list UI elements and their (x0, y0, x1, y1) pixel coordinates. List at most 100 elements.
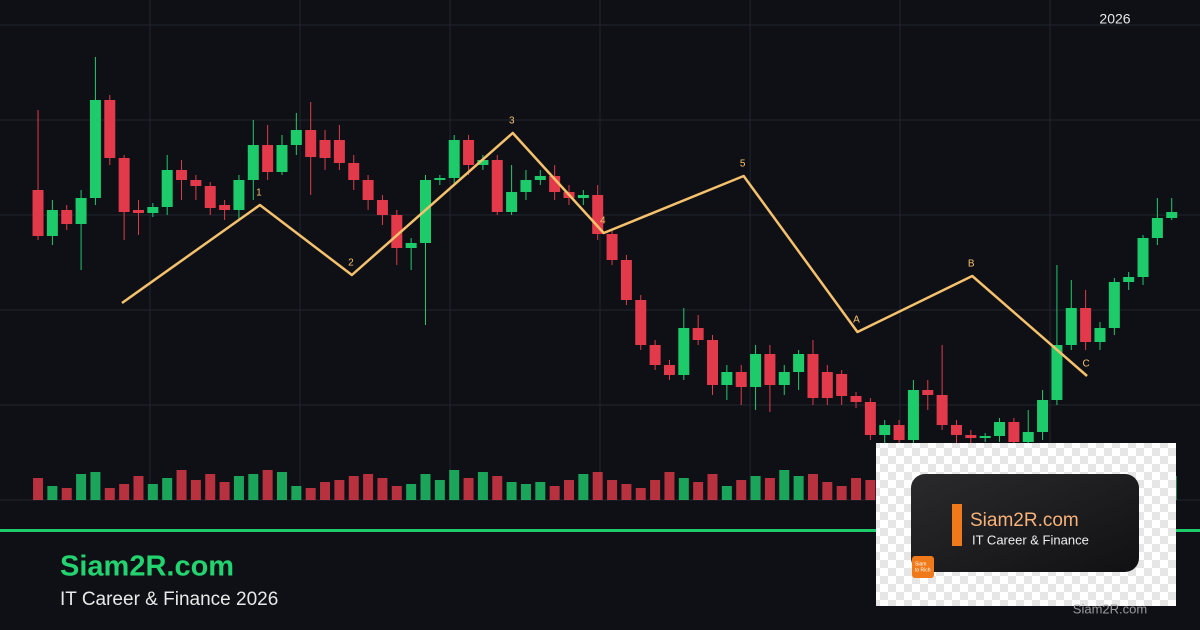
volume-bar (104, 488, 115, 500)
candle-body (405, 243, 417, 248)
candle-body (907, 390, 919, 440)
candle-body (864, 402, 876, 435)
wave-label: C (1082, 359, 1089, 370)
candle-body (176, 170, 188, 180)
wave-label: 2 (348, 258, 354, 269)
volume-bar (578, 474, 589, 500)
candle-body (965, 435, 977, 438)
candle-body (362, 180, 374, 200)
candle-body (692, 328, 704, 340)
wave-line (121, 131, 1088, 377)
candle-body (1123, 277, 1135, 282)
volume-bar (348, 476, 359, 500)
candle-body (735, 372, 747, 387)
candle-body (434, 178, 446, 180)
candle-body (649, 345, 661, 365)
card-subtitle: IT Career & Finance (972, 532, 1089, 547)
candle-body (1094, 328, 1106, 342)
candle-body (305, 130, 317, 157)
volume-bar (219, 482, 230, 500)
candle-body (61, 210, 73, 224)
volume-bar (865, 480, 876, 500)
candle-body (247, 145, 259, 180)
volume-bar (607, 480, 618, 500)
volume-bar (535, 482, 546, 500)
candle-body (1108, 282, 1120, 328)
volume-bar (363, 474, 374, 500)
volume-bar (420, 474, 431, 500)
volume-bar (736, 480, 747, 500)
volume-bar (693, 482, 704, 500)
volume-bar (61, 488, 72, 500)
candle-body (506, 192, 518, 212)
candle-body (290, 130, 302, 145)
volume-bar (147, 484, 158, 500)
volume-bar (233, 476, 244, 500)
candle-body (950, 425, 962, 435)
candle-body (46, 210, 58, 236)
candle-body (1051, 345, 1063, 400)
brand-title: Siam2R.com (60, 551, 234, 583)
volume-bar (248, 474, 259, 500)
card-title: Siam2R.com (970, 510, 1079, 531)
candle-body (118, 158, 130, 212)
volume-bar (406, 484, 417, 500)
candle-body (821, 372, 833, 398)
candle-body (606, 234, 618, 260)
candle-body (1166, 212, 1178, 218)
candle-body (879, 425, 891, 435)
candle-body (161, 170, 173, 207)
volume-bar (764, 478, 775, 500)
wave-label: 5 (740, 159, 746, 170)
volume-bar (176, 470, 187, 500)
candle-body (750, 354, 762, 387)
candle-body (1151, 218, 1163, 238)
candle-body (635, 300, 647, 345)
candle-body (663, 365, 675, 375)
volume-bar (133, 476, 144, 500)
volume-bar (635, 488, 646, 500)
candle-body (233, 180, 245, 210)
candle-body (448, 140, 460, 178)
wave-label: 4 (600, 216, 606, 227)
candle-body (89, 100, 101, 198)
volume-bar (190, 480, 201, 500)
volume-bar (621, 484, 632, 500)
volume-bar (793, 476, 804, 500)
candle-body (1137, 238, 1149, 277)
volume-bar (750, 476, 761, 500)
candle-body (491, 160, 503, 212)
candle-body (793, 354, 805, 372)
candle-body (75, 198, 87, 224)
candle-body (190, 180, 202, 186)
volume-bar (549, 486, 560, 500)
volume-bar (33, 478, 44, 500)
volume-bar (119, 484, 130, 500)
volume-bar (334, 480, 345, 500)
candle-body (204, 186, 216, 208)
volume-bar (449, 470, 460, 500)
candle-body (778, 372, 790, 385)
year-label: 2026 (1099, 11, 1130, 27)
volume-bar (779, 470, 790, 500)
volume-bar (564, 480, 575, 500)
volume-bar (822, 482, 833, 500)
candle-body (262, 145, 274, 172)
volume-bar (836, 486, 847, 500)
volume-bar (162, 478, 173, 500)
wave-label: B (968, 259, 975, 270)
volume-bar (291, 486, 302, 500)
candle-body (477, 160, 489, 165)
icon-text: Siam (915, 561, 926, 567)
candle-body (807, 354, 819, 398)
candle-body (678, 328, 690, 375)
candle-body (32, 190, 44, 236)
volume-bar (47, 486, 58, 500)
brand-subtitle: IT Career & Finance 2026 (60, 589, 278, 610)
candle-body (1080, 308, 1092, 342)
candle-body (520, 180, 532, 192)
icon-text: to Rich (915, 567, 931, 573)
candle-body (463, 140, 475, 165)
volume-bar (477, 472, 488, 500)
volume-bar (320, 482, 331, 500)
